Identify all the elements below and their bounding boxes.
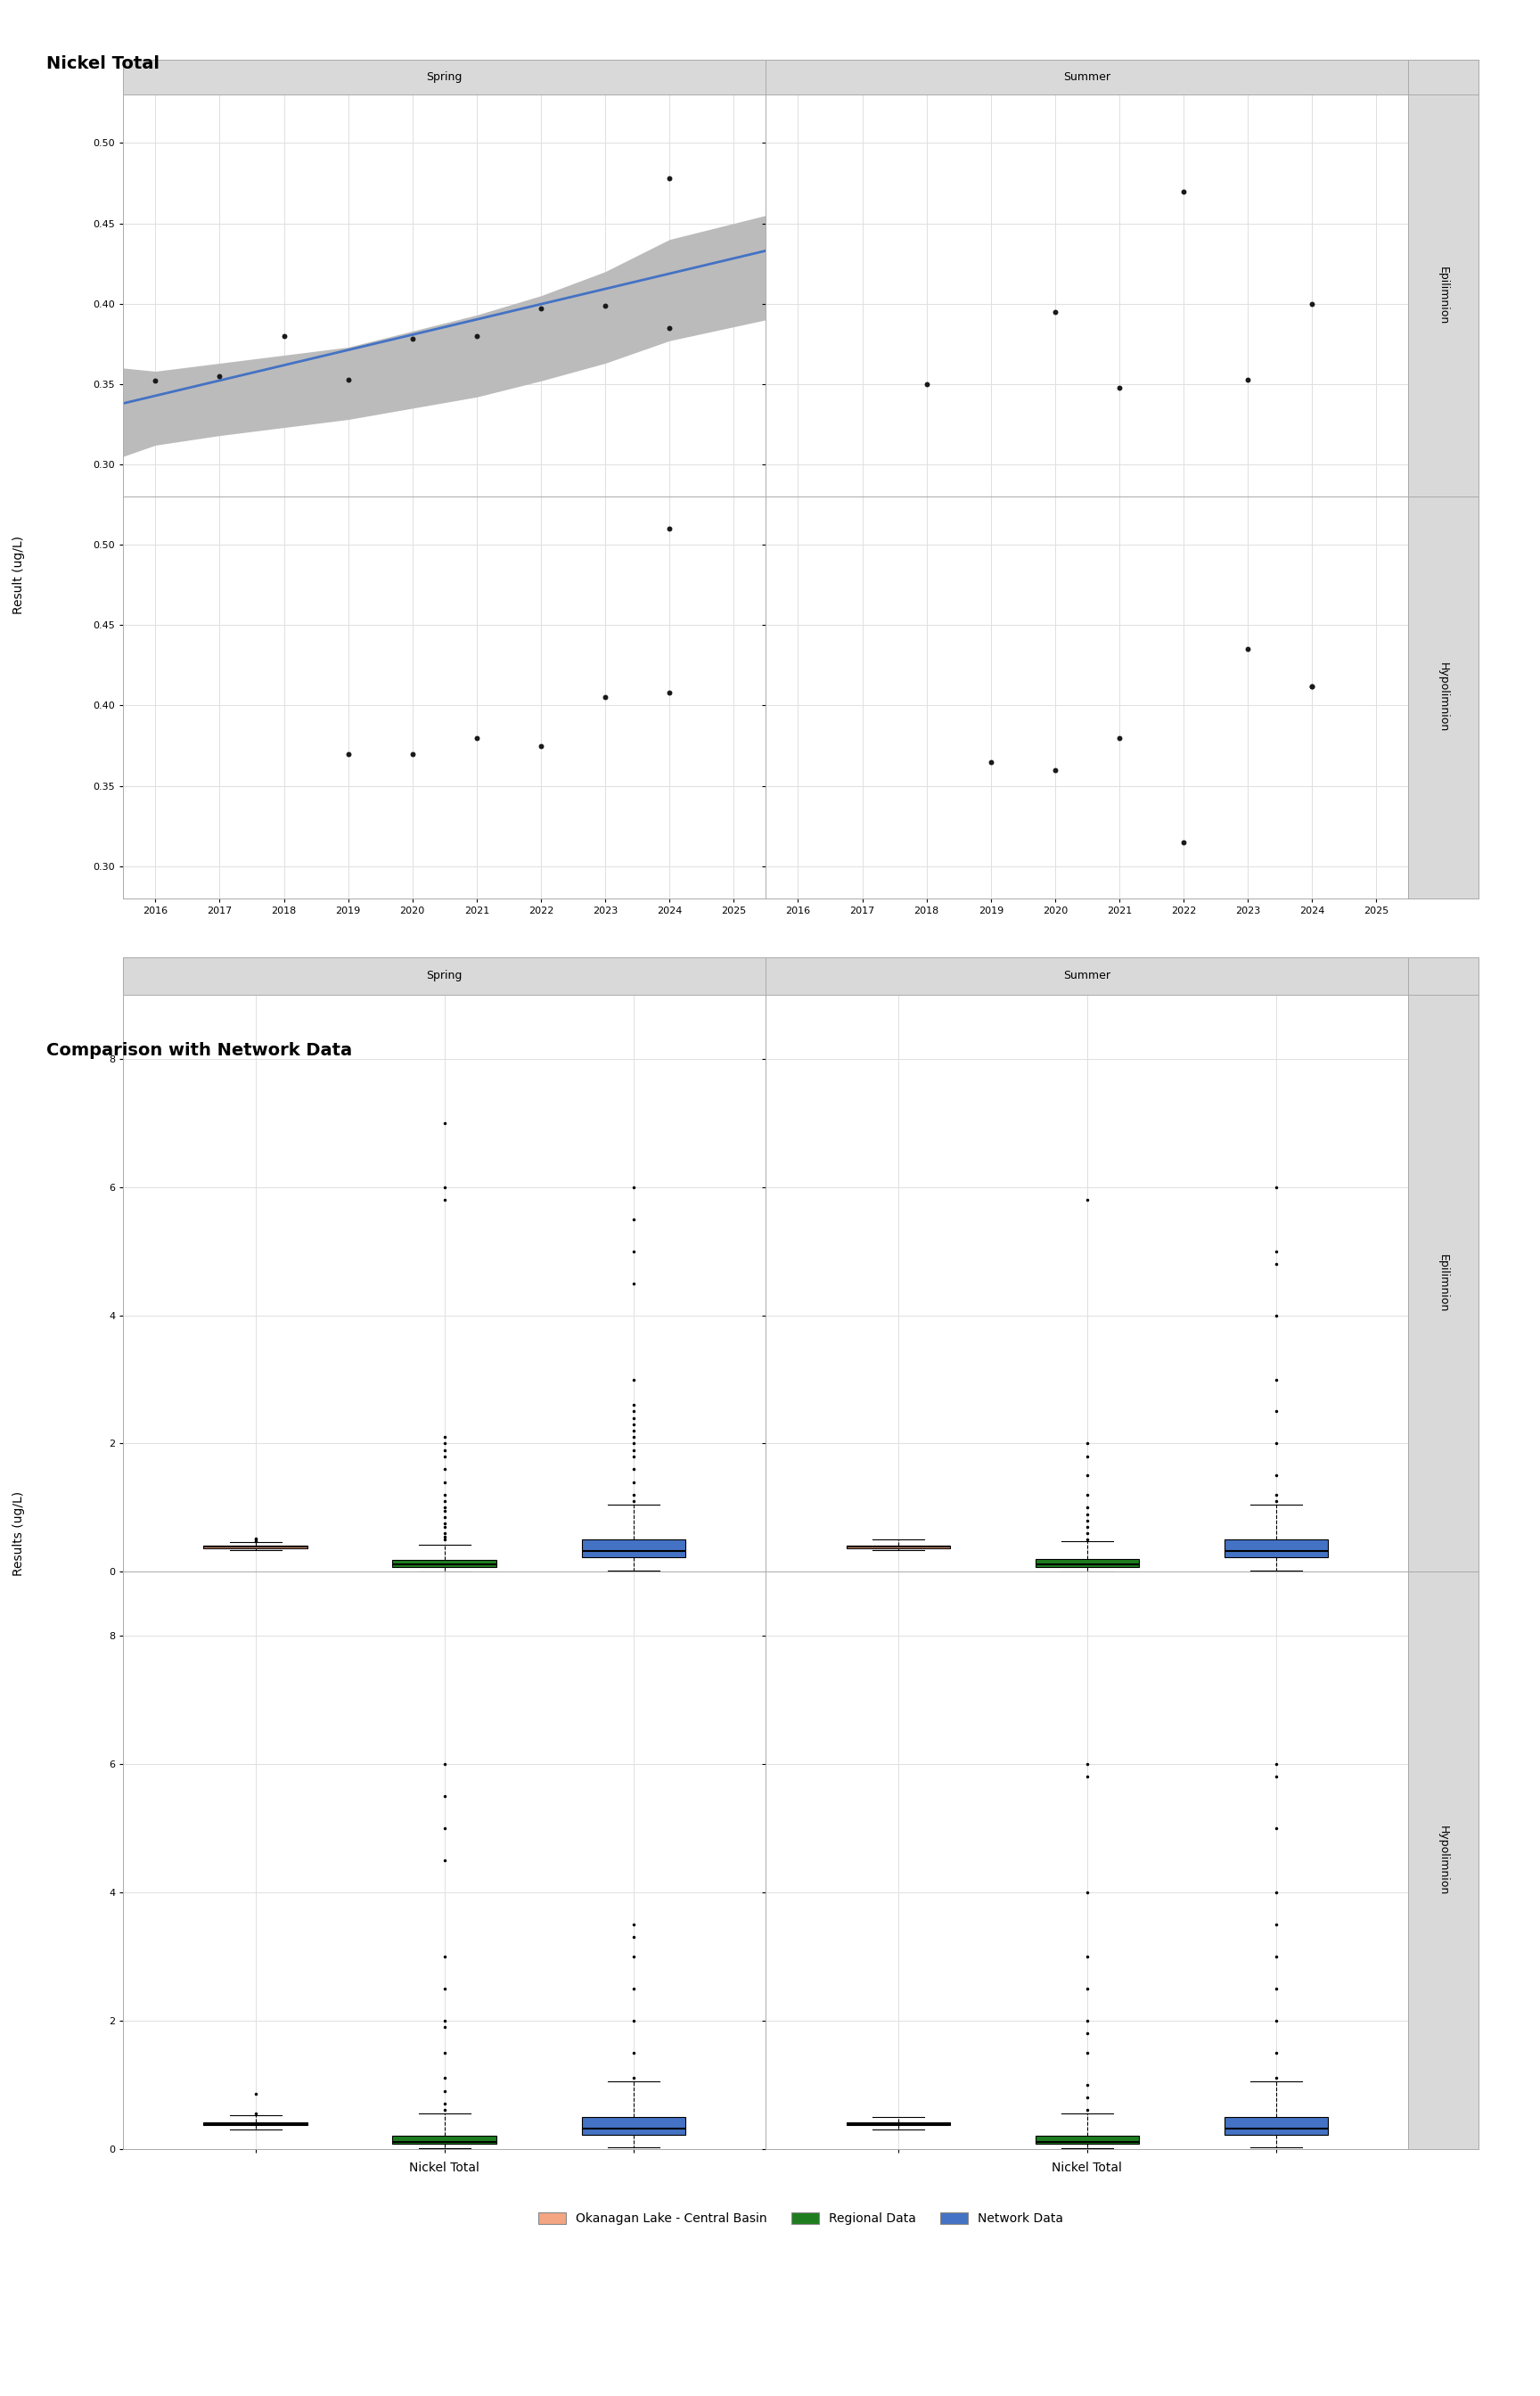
PathPatch shape	[582, 2116, 685, 2135]
X-axis label: Nickel Total: Nickel Total	[1052, 2161, 1123, 2173]
PathPatch shape	[845, 1545, 950, 1548]
PathPatch shape	[393, 1560, 496, 1567]
Point	[1300, 666, 1324, 704]
Text: Comparison with Network Data: Comparison with Network Data	[46, 1042, 353, 1059]
Point	[336, 736, 360, 774]
Text: Result (ug/L): Result (ug/L)	[12, 537, 25, 613]
Point	[1235, 359, 1260, 398]
Text: Epilimnion: Epilimnion	[1438, 266, 1449, 326]
Text: Spring: Spring	[427, 72, 462, 84]
Point	[1300, 666, 1324, 704]
PathPatch shape	[203, 1545, 308, 1548]
Point	[1235, 630, 1260, 668]
Text: Hypolimnion: Hypolimnion	[1438, 664, 1449, 733]
Point	[1172, 173, 1197, 211]
Text: Summer: Summer	[1064, 72, 1110, 84]
Point	[1043, 750, 1067, 788]
Point	[400, 736, 425, 774]
Point	[528, 726, 553, 764]
Point	[465, 719, 490, 757]
PathPatch shape	[582, 1541, 685, 1557]
Point	[1107, 719, 1132, 757]
Text: Epilimnion: Epilimnion	[1438, 1253, 1449, 1313]
X-axis label: Nickel Total: Nickel Total	[410, 2161, 479, 2173]
PathPatch shape	[1224, 2116, 1327, 2135]
Text: Spring: Spring	[427, 970, 462, 982]
Point	[1043, 292, 1067, 331]
Point	[978, 743, 1003, 781]
PathPatch shape	[1035, 2135, 1140, 2144]
Point	[336, 359, 360, 398]
Point	[658, 673, 682, 712]
PathPatch shape	[203, 2123, 308, 2125]
Text: Nickel Total: Nickel Total	[46, 55, 159, 72]
Point	[1172, 822, 1197, 860]
Point	[658, 309, 682, 347]
Point	[658, 510, 682, 549]
Point	[915, 364, 939, 403]
PathPatch shape	[1035, 1560, 1140, 1567]
Legend: Okanagan Lake - Central Basin, Regional Data, Network Data: Okanagan Lake - Central Basin, Regional …	[533, 2207, 1069, 2231]
Point	[208, 357, 233, 395]
PathPatch shape	[845, 2123, 950, 2125]
Point	[593, 678, 618, 716]
Point	[528, 290, 553, 328]
Point	[143, 362, 168, 400]
PathPatch shape	[1224, 1541, 1327, 1557]
Point	[1107, 369, 1132, 407]
Point	[465, 316, 490, 355]
PathPatch shape	[393, 2135, 496, 2144]
Point	[658, 158, 682, 196]
Point	[400, 321, 425, 359]
Point	[1300, 285, 1324, 323]
Text: Hypolimnion: Hypolimnion	[1438, 1826, 1449, 1895]
Point	[593, 285, 618, 323]
Text: Summer: Summer	[1064, 970, 1110, 982]
Point	[271, 316, 296, 355]
Text: Results (ug/L): Results (ug/L)	[12, 1490, 25, 1577]
